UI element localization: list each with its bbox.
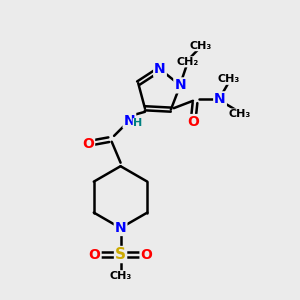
Text: CH₂: CH₂ (176, 57, 199, 67)
Text: O: O (89, 248, 100, 262)
Text: CH₃: CH₃ (110, 271, 132, 281)
Text: N: N (174, 78, 186, 92)
Text: N: N (124, 114, 135, 128)
Text: CH₃: CH₃ (228, 109, 250, 119)
Text: CH₃: CH₃ (190, 40, 212, 51)
Text: N: N (115, 221, 126, 235)
Text: H: H (133, 118, 142, 128)
Text: O: O (140, 248, 152, 262)
Text: N: N (214, 92, 226, 106)
Text: O: O (82, 137, 94, 151)
Text: N: N (154, 62, 166, 76)
Text: CH₃: CH₃ (218, 74, 240, 84)
Text: O: O (187, 115, 199, 129)
Text: S: S (115, 247, 126, 262)
